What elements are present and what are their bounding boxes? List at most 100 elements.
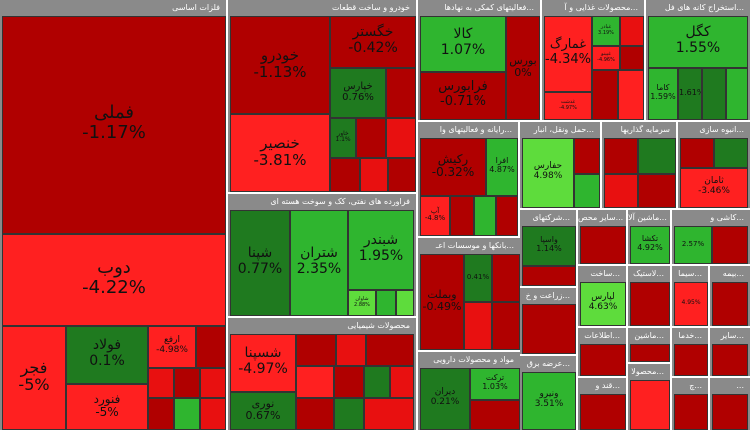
- stock-tile[interactable]: [336, 334, 366, 366]
- stock-tile[interactable]: [496, 196, 518, 236]
- stock-tile[interactable]: ترکت 1.03%: [470, 368, 520, 400]
- stock-tile[interactable]: [712, 226, 748, 264]
- stock-tile[interactable]: [620, 46, 644, 70]
- stock-tile[interactable]: [148, 368, 174, 398]
- stock-tile[interactable]: غبادر 3.19%: [592, 16, 620, 46]
- stock-tile[interactable]: [712, 394, 748, 430]
- stock-tile[interactable]: خاور 1.1%: [330, 118, 356, 158]
- stock-tile[interactable]: غدشت -4.97%: [544, 92, 592, 120]
- stock-tile[interactable]: [148, 398, 174, 430]
- stock-tile[interactable]: [174, 398, 200, 430]
- stock-tile[interactable]: [474, 196, 496, 236]
- stock-tile[interactable]: [296, 398, 334, 430]
- stock-tile[interactable]: [492, 254, 520, 302]
- stock-tile[interactable]: ثامان -3.46%: [680, 168, 748, 208]
- stock-tile[interactable]: [712, 344, 748, 376]
- stock-tile[interactable]: 0.41%: [464, 254, 492, 302]
- stock-tile[interactable]: خپارس 0.76%: [330, 68, 386, 118]
- stock-tile[interactable]: 1.61%: [678, 68, 702, 120]
- stock-tile[interactable]: [604, 174, 638, 208]
- stock-tile[interactable]: [200, 368, 226, 398]
- stock-tile[interactable]: [630, 344, 670, 362]
- stock-tile[interactable]: حفارس 4.98%: [522, 138, 574, 208]
- stock-tile[interactable]: غمارگ -4.34%: [544, 16, 592, 92]
- stock-tile[interactable]: [396, 290, 414, 316]
- stock-tile[interactable]: [450, 196, 474, 236]
- stock-tile[interactable]: دوب -4.22%: [2, 234, 226, 326]
- stock-tile[interactable]: [388, 158, 416, 192]
- stock-tile[interactable]: [726, 68, 748, 120]
- stock-tile[interactable]: فرابورس -0.71%: [420, 72, 506, 120]
- stock-tile[interactable]: بورس 0%: [506, 16, 540, 120]
- stock-tile[interactable]: شسپنا -4.97%: [230, 334, 296, 392]
- stock-tile[interactable]: [638, 174, 676, 208]
- stock-tile[interactable]: [360, 158, 388, 192]
- stock-tile[interactable]: [296, 366, 334, 398]
- stock-tile[interactable]: تکشا 4.92%: [630, 226, 670, 264]
- stock-tile[interactable]: [604, 138, 638, 174]
- stock-tile[interactable]: [522, 266, 576, 286]
- stock-tile[interactable]: [574, 174, 600, 208]
- stock-tile[interactable]: کگل 1.55%: [648, 16, 748, 68]
- stock-tile[interactable]: 2.57%: [674, 226, 712, 264]
- stock-tile[interactable]: خگستر -0.42%: [330, 16, 416, 68]
- stock-tile[interactable]: دیران 0.21%: [420, 368, 470, 430]
- stock-tile[interactable]: [470, 400, 520, 430]
- stock-tile[interactable]: [630, 380, 670, 430]
- stock-tile[interactable]: فملی -1.17%: [2, 16, 226, 234]
- stock-tile[interactable]: کاما 1.59%: [648, 68, 678, 120]
- stock-tile[interactable]: شتران 2.35%: [290, 210, 348, 316]
- stock-tile[interactable]: [330, 158, 360, 192]
- stock-tile[interactable]: [714, 138, 748, 168]
- stock-tile[interactable]: واسپا 1.14%: [522, 226, 576, 266]
- stock-tile[interactable]: رکیش -0.32%: [420, 138, 486, 196]
- stock-tile[interactable]: [620, 16, 644, 46]
- stock-tile[interactable]: فنورد -5%: [66, 384, 148, 430]
- stock-tile[interactable]: [492, 302, 520, 350]
- stock-tile[interactable]: خنصیر -3.81%: [230, 114, 330, 192]
- stock-tile[interactable]: [174, 368, 200, 398]
- stock-tile[interactable]: [580, 226, 626, 264]
- stock-tile[interactable]: [580, 344, 626, 376]
- stock-tile[interactable]: کالا 1.07%: [420, 16, 506, 72]
- stock-tile[interactable]: شپنا 0.77%: [230, 210, 290, 316]
- stock-tile[interactable]: [386, 118, 416, 158]
- stock-tile[interactable]: [574, 138, 600, 174]
- stock-tile[interactable]: [200, 398, 226, 430]
- stock-tile[interactable]: وبملت -0.49%: [420, 254, 464, 350]
- stock-tile[interactable]: [196, 326, 226, 368]
- stock-tile[interactable]: [674, 394, 708, 430]
- stock-tile[interactable]: غپینو -4.96%: [592, 46, 620, 70]
- stock-tile[interactable]: [364, 398, 414, 430]
- stock-tile[interactable]: فجر -5%: [2, 326, 66, 430]
- stock-tile[interactable]: [390, 366, 414, 398]
- stock-tile[interactable]: [464, 302, 492, 350]
- stock-tile[interactable]: 4.95%: [674, 282, 708, 326]
- stock-tile[interactable]: ونیرو 3.51%: [522, 372, 576, 430]
- stock-tile[interactable]: [580, 394, 626, 430]
- stock-tile[interactable]: [680, 138, 714, 168]
- stock-tile[interactable]: لپارس 4.63%: [580, 282, 626, 326]
- stock-tile[interactable]: آپ -4.8%: [420, 196, 450, 236]
- stock-tile[interactable]: [386, 68, 416, 118]
- stock-tile[interactable]: [592, 70, 618, 120]
- stock-tile[interactable]: [356, 118, 386, 158]
- stock-tile[interactable]: فولاد 0.1%: [66, 326, 148, 384]
- stock-tile[interactable]: شبندر 1.95%: [348, 210, 414, 290]
- stock-tile[interactable]: شاوان 2.88%: [348, 290, 376, 316]
- stock-tile[interactable]: [366, 334, 414, 366]
- stock-tile[interactable]: [376, 290, 396, 316]
- stock-tile[interactable]: [522, 304, 576, 354]
- stock-tile[interactable]: نوری 0.67%: [230, 392, 296, 430]
- stock-tile[interactable]: [334, 398, 364, 430]
- stock-tile[interactable]: [702, 68, 726, 120]
- stock-tile[interactable]: [712, 282, 748, 326]
- stock-tile[interactable]: ارفع -4.98%: [148, 326, 196, 368]
- stock-tile[interactable]: [630, 282, 670, 326]
- stock-tile[interactable]: خودرو -1.13%: [230, 16, 330, 114]
- stock-tile[interactable]: [674, 344, 708, 376]
- stock-tile[interactable]: [618, 70, 644, 120]
- stock-tile[interactable]: [364, 366, 390, 398]
- stock-tile[interactable]: [638, 138, 676, 174]
- stock-tile[interactable]: [334, 366, 364, 398]
